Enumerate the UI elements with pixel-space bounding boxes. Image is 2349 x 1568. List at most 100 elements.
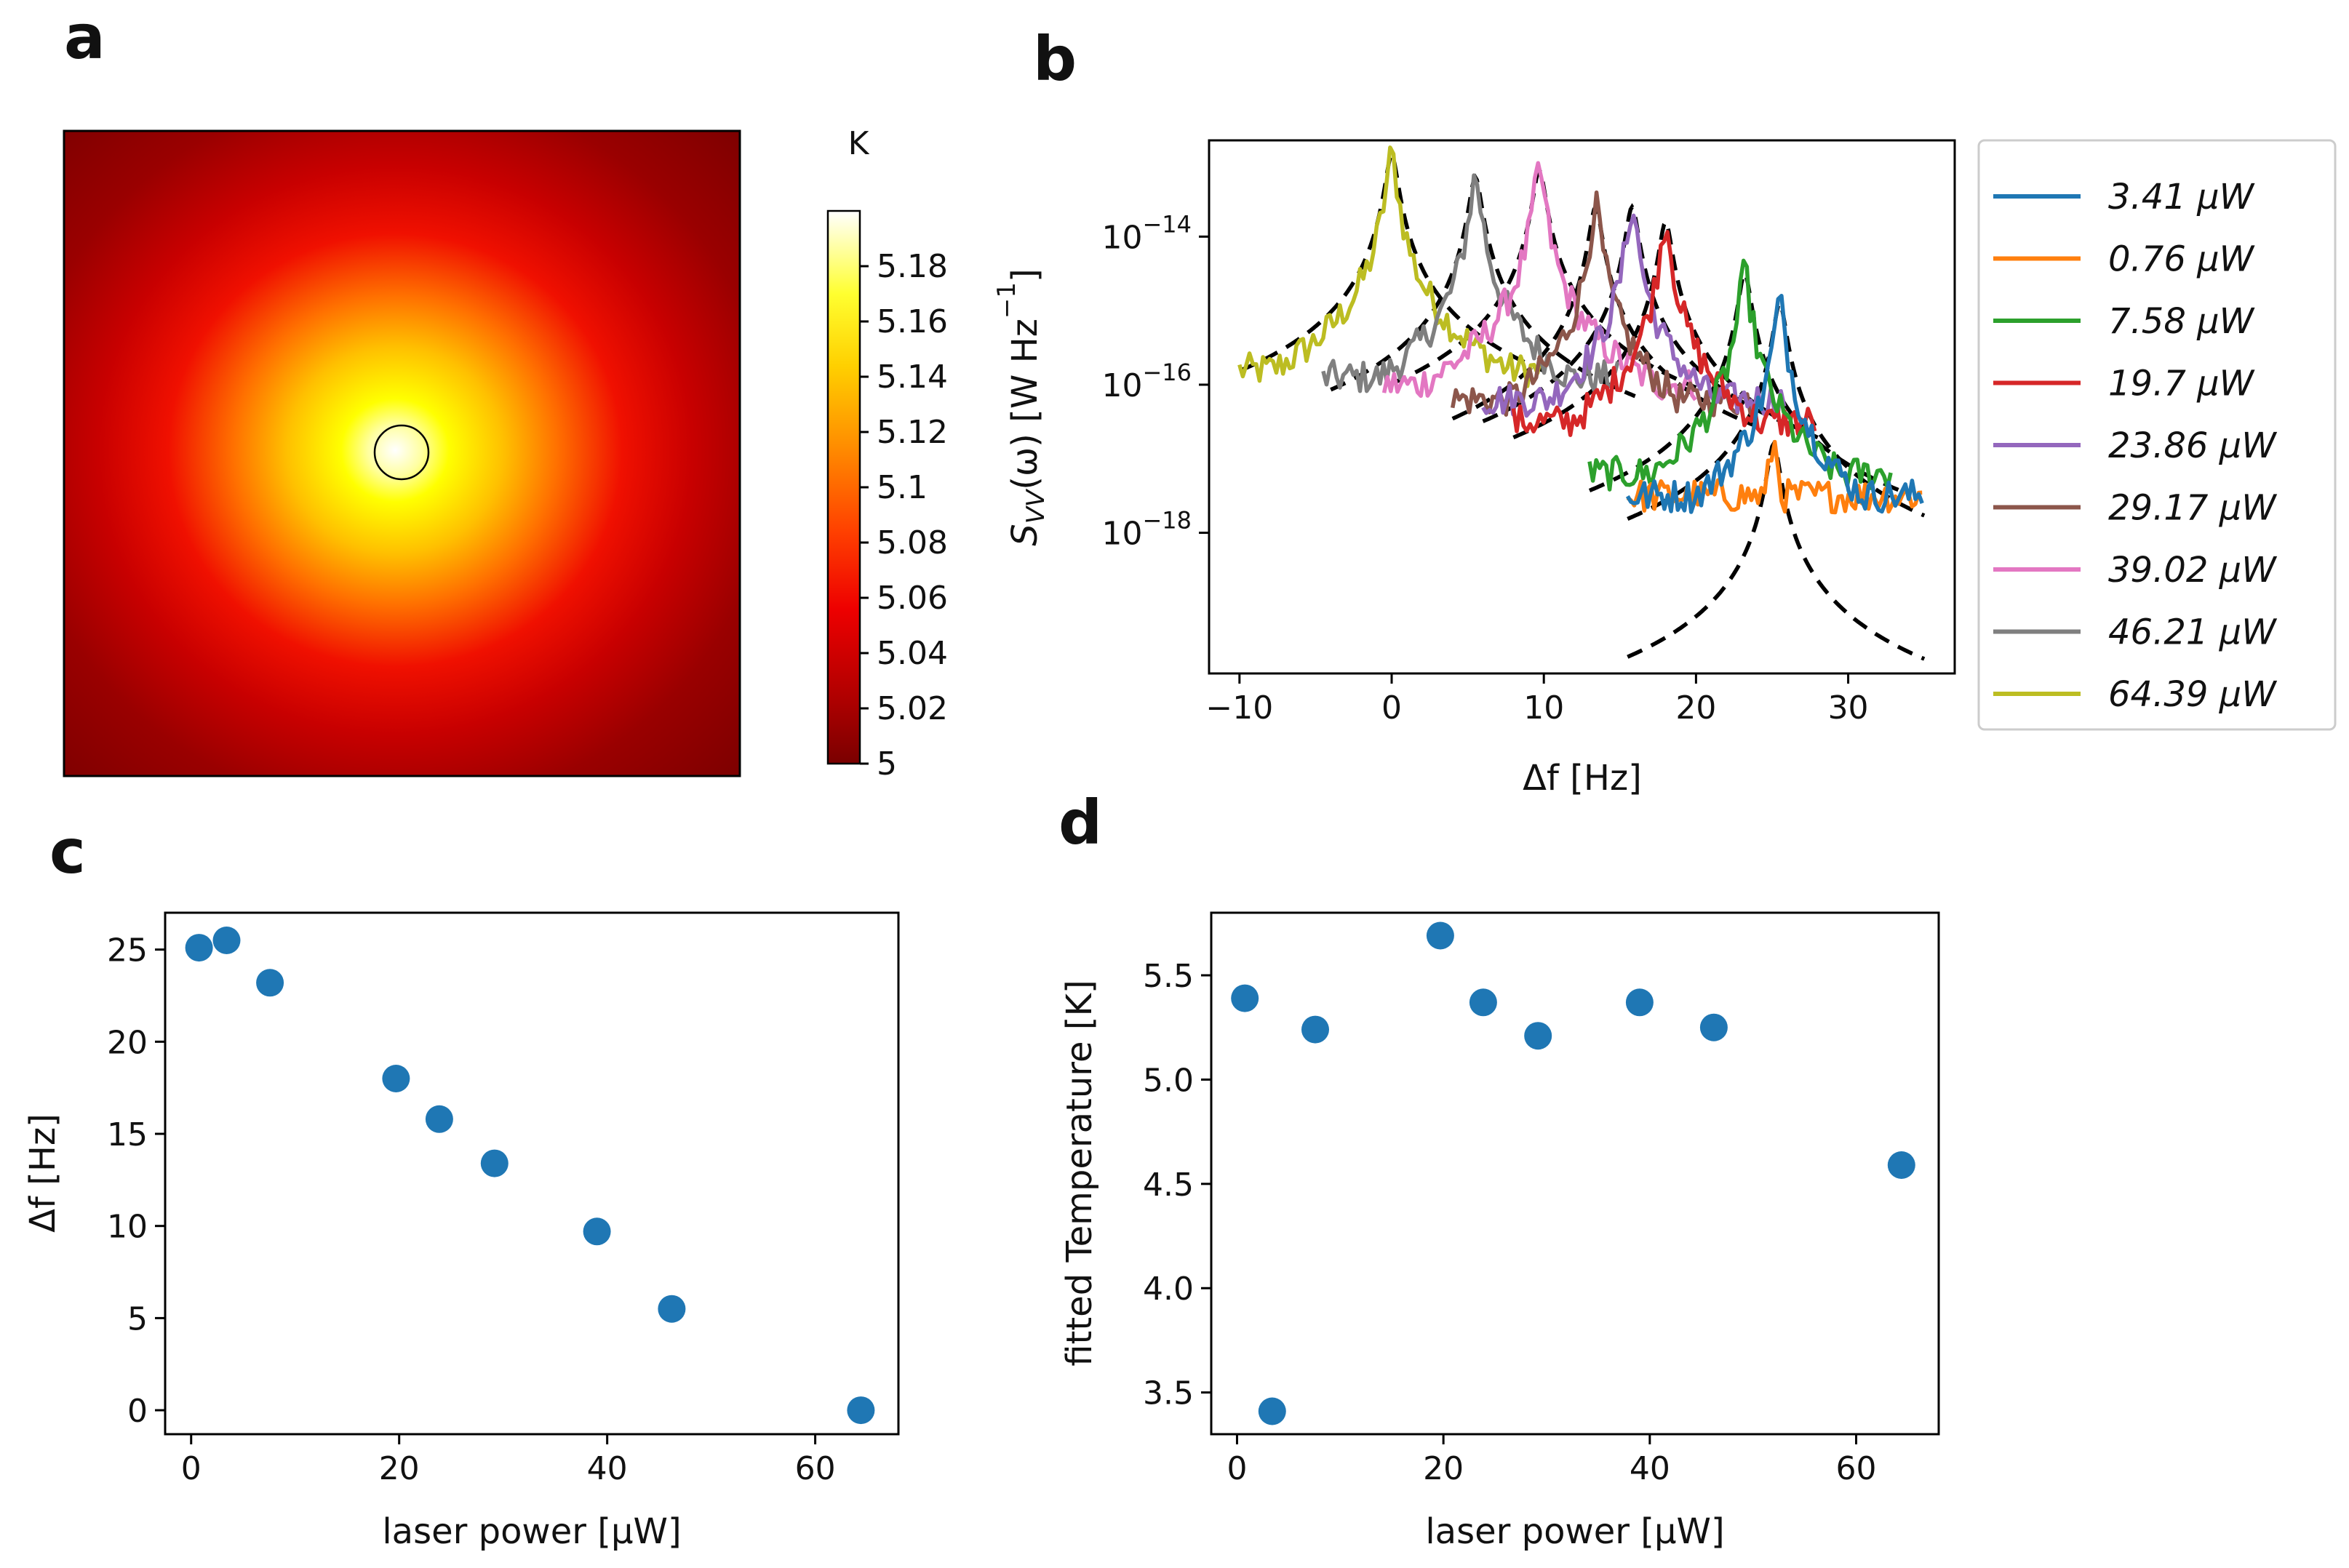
panel-d-xtick-label: 0 xyxy=(1227,1450,1247,1487)
panel-c-xtick-label: 60 xyxy=(795,1450,836,1487)
panel-b-ytick-label: 10−18 xyxy=(1101,507,1192,553)
panel-c-ytick-label: 15 xyxy=(107,1116,148,1153)
panel-d-point xyxy=(1301,1015,1329,1044)
panel-c-point xyxy=(212,927,241,954)
legend-box xyxy=(1977,139,2337,731)
panel-d-point xyxy=(1887,1151,1915,1179)
panel-b-series-line xyxy=(1381,161,1697,401)
legend-entry-label: 46.21 μW xyxy=(2108,612,2277,653)
panel-b-xtick-label: 10 xyxy=(1523,689,1564,727)
panel-c-point xyxy=(480,1149,509,1177)
panel-a-heatmap: K 5.18 5.16 5.14 5.12 5.1 5.08 5.06 5.04 5.02 5 xyxy=(63,125,948,783)
panel-c-point xyxy=(658,1295,686,1323)
panel-b-legend: 3.41 μW 0.76 μW 7.58 μW 19.7 μW 23.86 μW 29.1… xyxy=(1977,139,2337,731)
panel-b-fit-line xyxy=(1627,440,1926,661)
panel-d-frame xyxy=(1210,911,1940,1436)
panel-d-ylabel: fitted Temperature [K] xyxy=(1059,980,1100,1366)
panel-c-ytick-label: 0 xyxy=(127,1393,148,1430)
colorbar-tick-label: 5.08 xyxy=(877,524,948,561)
panel-c-xtick-label: 20 xyxy=(379,1450,420,1487)
panel-d-xtick-label: 20 xyxy=(1423,1450,1464,1487)
panel-b-series-line xyxy=(1625,294,1924,514)
hotspot-circle xyxy=(373,424,430,481)
colorbar-tick-label: 5.06 xyxy=(877,580,948,617)
panel-d-ytick-label: 5.5 xyxy=(1143,958,1194,995)
heatmap-image xyxy=(63,129,741,777)
panel-b-xtick-label: 30 xyxy=(1828,689,1869,727)
colorbar-tick-label: 5.18 xyxy=(877,248,948,285)
panel-b-axes: −10 0 10 20 30 10−14 10−16 10−18 xyxy=(1101,210,1868,727)
panel-c-point xyxy=(847,1396,875,1425)
panel-c-point xyxy=(382,1065,410,1092)
panel-d-xtick-label: 60 xyxy=(1836,1450,1877,1487)
legend-entry-label: 29.17 μW xyxy=(2108,488,2277,529)
panel-c-axes: 0 20 40 60 0 5 10 15 20 25 xyxy=(107,932,836,1487)
colorbar-tick-label: 5.1 xyxy=(877,469,928,506)
panel-letter-a: a xyxy=(64,1,105,73)
panel-c-frame xyxy=(164,911,900,1436)
colorbar-tick-label: 5.02 xyxy=(877,690,948,727)
panel-c-ytick-label: 25 xyxy=(107,932,148,969)
panel-b-xtick-label: 20 xyxy=(1675,689,1716,727)
legend-entry-label: 23.86 μW xyxy=(2108,425,2277,466)
panel-b-ytick-label: 10−14 xyxy=(1101,210,1192,256)
panel-b-series-line xyxy=(1511,230,1817,437)
panel-d-plot-area xyxy=(1231,921,1915,1425)
panel-d-xlabel: laser power [μW] xyxy=(1425,1511,1724,1552)
panel-c-ylabel: Δf [Hz] xyxy=(23,1113,63,1233)
panel-d-ytick-label: 4.0 xyxy=(1143,1271,1194,1308)
colorbar-tick-label: 5 xyxy=(877,745,897,783)
legend-entry-label: 7.58 μW xyxy=(2108,301,2255,342)
panel-letter-b: b xyxy=(1033,23,1077,95)
panel-c-plot-area xyxy=(185,927,875,1425)
panel-c-chart: 0 20 40 60 0 5 10 15 20 25 laser power [μW] Δf [H… xyxy=(23,911,900,1552)
panel-b-series-line xyxy=(1237,145,1543,388)
panel-d-xtick-label: 40 xyxy=(1630,1450,1670,1487)
colorbar xyxy=(826,209,861,765)
panel-b-chart: −10 0 10 20 30 10−14 10−16 10−18 Δf [Hz] SVV(ω)… xyxy=(992,139,2337,799)
panel-d-ytick-label: 4.5 xyxy=(1143,1167,1194,1204)
panel-d-axes: 0 20 40 60 3.5 4.0 4.5 5.0 5.5 xyxy=(1143,958,1877,1487)
panel-c-ytick-label: 10 xyxy=(107,1209,148,1246)
panel-b-series-line xyxy=(1481,213,1787,418)
legend-entry-label: 3.41 μW xyxy=(2108,177,2255,217)
panel-b-series-line xyxy=(1321,173,1620,393)
panel-letter-d: d xyxy=(1058,787,1102,858)
panel-b-frame xyxy=(1208,139,1956,675)
legend-entry-label: 39.02 μW xyxy=(2108,550,2277,591)
panel-c-xtick-label: 0 xyxy=(181,1450,202,1487)
panel-c-ytick-label: 5 xyxy=(127,1300,148,1337)
colorbar-tick-label: 5.14 xyxy=(877,359,948,396)
colorbar-ticks: 5.18 5.16 5.14 5.12 5.1 5.08 5.06 5.04 5.02 5 xyxy=(860,248,948,783)
panel-c-xlabel: laser power [μW] xyxy=(382,1511,681,1552)
panel-c-point xyxy=(185,934,213,962)
panel-b-xtick-label: 0 xyxy=(1381,689,1402,727)
colorbar-tick-label: 5.16 xyxy=(877,303,948,340)
colorbar-tick-label: 5.04 xyxy=(877,635,948,672)
panel-c-point xyxy=(583,1217,611,1246)
panel-b-ylabel: SVV(ω) [W Hz−1] xyxy=(992,268,1050,546)
panel-c-point xyxy=(256,969,284,997)
panel-d-point xyxy=(1231,984,1259,1012)
panel-d-point xyxy=(1469,988,1497,1017)
panel-b-xlabel: Δf [Hz] xyxy=(1523,758,1642,799)
panel-c-xtick-label: 40 xyxy=(587,1450,628,1487)
panel-b-ytick-label: 10−16 xyxy=(1101,359,1192,404)
panel-d-point xyxy=(1426,921,1454,950)
legend-entry-label: 64.39 μW xyxy=(2108,674,2277,715)
panel-d-ytick-label: 5.0 xyxy=(1143,1062,1194,1099)
panel-b-series-line xyxy=(1587,258,1893,492)
panel-c-point xyxy=(425,1105,453,1133)
colorbar-tick-label: 5.12 xyxy=(877,414,948,451)
colorbar-unit: K xyxy=(848,125,870,162)
panel-b-fit-line xyxy=(1238,151,1545,373)
panel-c-ytick-label: 20 xyxy=(107,1024,148,1061)
panel-b-xtick-label: −10 xyxy=(1205,689,1273,727)
panel-d-point xyxy=(1258,1397,1286,1425)
panel-letter-c: c xyxy=(49,816,86,887)
panel-d-point xyxy=(1524,1022,1552,1050)
panel-d-chart: 0 20 40 603.54.04.55.05.5 laser power [μW] … xyxy=(1059,911,1940,1552)
panel-d-ytick-label: 3.5 xyxy=(1143,1375,1194,1412)
panel-d-point xyxy=(1699,1013,1728,1041)
